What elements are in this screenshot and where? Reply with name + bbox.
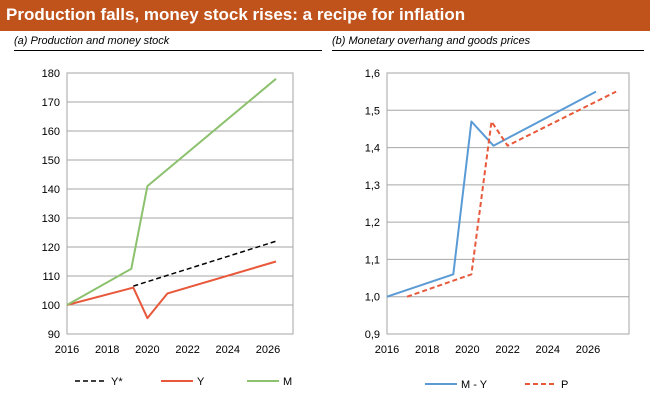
legend-label: M (283, 376, 292, 388)
x-tick-label: 2018 (415, 344, 439, 356)
series-line-y (66, 260, 277, 320)
series-line-m (66, 78, 277, 306)
panel-b-title: (b) Monetary overhang and goods prices (332, 35, 531, 47)
y-tick-label: 1,3 (365, 180, 380, 192)
y-tick-label: 130 (42, 213, 60, 225)
x-tick-label: 2022 (175, 344, 199, 356)
series-line-p (406, 90, 617, 298)
y-tick-label: 110 (42, 271, 60, 283)
x-tick-label: 2018 (95, 344, 119, 356)
legend-label: Y (197, 376, 205, 388)
x-tick-label: 2026 (256, 344, 280, 356)
y-tick-label: 170 (42, 97, 60, 109)
y-tick-label: 1,5 (365, 105, 380, 117)
plot-area (66, 72, 294, 335)
x-tick-label: 2020 (135, 344, 159, 356)
y-tick-label: 90 (48, 329, 60, 341)
y-tick-label: 1,0 (365, 292, 380, 304)
x-tick-label: 2026 (576, 344, 600, 356)
y-tick-label: 1,6 (365, 68, 380, 80)
legend-label: P (561, 379, 568, 391)
title-banner: Production falls, money stock rises: a r… (0, 0, 650, 33)
y-tick-label: 140 (42, 184, 60, 196)
y-tick-label: 1,4 (365, 143, 380, 155)
y-tick-label: 180 (42, 68, 60, 80)
y-tick-label: 1,1 (365, 254, 380, 266)
legend-label: Y* (111, 376, 123, 388)
y-tick-label: 0,9 (365, 329, 380, 341)
panel-a-rule (14, 50, 322, 51)
y-tick-label: 120 (42, 242, 60, 254)
plot-area (386, 72, 630, 335)
x-tick-label: 2022 (495, 344, 519, 356)
y-tick-label: 1,2 (365, 217, 380, 229)
chart-a: 90 100 110 120 130 140 150 160 170 180 2016 2018 202… (42, 68, 294, 388)
series-line-y- (133, 240, 277, 287)
x-tick-label: 2020 (455, 344, 479, 356)
y-tick-label: 100 (42, 300, 60, 312)
x-tick-label: 2024 (216, 344, 240, 356)
x-tick-label: 2024 (536, 344, 560, 356)
chart-b: 0,9 1,0 1,1 1,2 1,3 1,4 1,5 1,6 2016 2018 2020 2022… (365, 68, 630, 391)
panel-b-rule (332, 50, 644, 51)
y-tick-label: 160 (42, 126, 60, 138)
series-line-m-y (386, 90, 597, 298)
y-tick-label: 150 (42, 155, 60, 167)
x-tick-label: 2016 (55, 344, 79, 356)
page-title: Production falls, money stock rises: a r… (6, 5, 466, 24)
legend-label: M - Y (461, 379, 488, 391)
panel-a-title: (a) Production and money stock (14, 35, 170, 47)
x-tick-label: 2016 (375, 344, 399, 356)
